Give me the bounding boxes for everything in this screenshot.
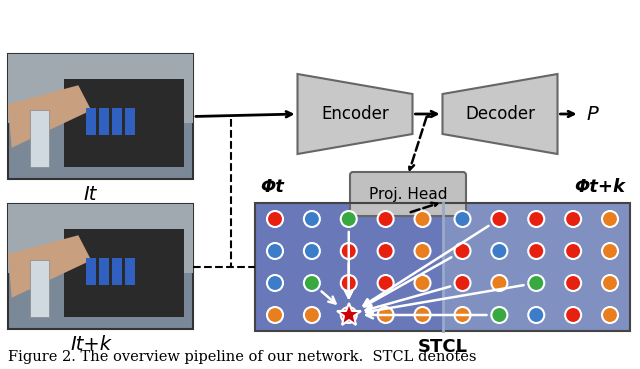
Text: Φt+k: Φt+k [574,178,625,196]
Polygon shape [8,85,92,148]
Bar [8,204,193,273]
Circle shape [340,275,356,291]
Polygon shape [298,74,413,154]
Text: Decoder: Decoder [465,105,535,123]
Circle shape [340,211,356,227]
Bar [255,203,442,331]
Text: Figure 2. The overview pipeline of our network.  STCL denotes: Figure 2. The overview pipeline of our n… [8,350,477,364]
Bar [99,108,109,135]
Text: It+k: It+k [70,335,111,354]
Circle shape [565,243,581,259]
Text: It: It [84,184,97,203]
Bar [111,108,122,135]
Circle shape [304,275,320,291]
Bar [255,203,630,331]
Circle shape [454,211,470,227]
Text: Φt: Φt [260,178,284,196]
Bar [63,79,184,166]
Circle shape [415,275,431,291]
Circle shape [602,275,618,291]
FancyBboxPatch shape [350,172,466,216]
Text: Encoder: Encoder [321,105,389,123]
Text: P: P [587,104,598,124]
Circle shape [415,307,431,323]
Circle shape [378,211,394,227]
Circle shape [340,307,356,323]
Text: Proj. Head: Proj. Head [369,186,447,201]
Circle shape [565,307,581,323]
Circle shape [267,275,283,291]
Circle shape [267,211,283,227]
Bar [63,229,184,317]
Circle shape [454,307,470,323]
Circle shape [528,211,544,227]
Circle shape [602,307,618,323]
Circle shape [454,275,470,291]
Circle shape [267,307,283,323]
Circle shape [492,211,508,227]
Bar [442,203,630,331]
Bar [86,108,96,135]
Bar [111,258,122,285]
Bar [8,54,193,179]
Bar [125,258,135,285]
Polygon shape [442,74,557,154]
Circle shape [304,243,320,259]
Bar [86,258,96,285]
Circle shape [378,243,394,259]
Circle shape [602,211,618,227]
Bar [30,110,49,166]
Circle shape [454,243,470,259]
Circle shape [378,275,394,291]
Circle shape [304,307,320,323]
Circle shape [340,243,356,259]
Circle shape [267,243,283,259]
Circle shape [304,211,320,227]
Text: STCL: STCL [417,338,467,356]
Circle shape [528,275,544,291]
Polygon shape [8,235,92,298]
Circle shape [492,307,508,323]
Bar [30,260,49,317]
Circle shape [602,243,618,259]
Bar [125,108,135,135]
Circle shape [415,243,431,259]
Circle shape [492,275,508,291]
Circle shape [565,275,581,291]
Circle shape [528,307,544,323]
Bar [8,204,193,329]
Circle shape [492,243,508,259]
Bar [99,258,109,285]
Circle shape [565,211,581,227]
Circle shape [528,243,544,259]
Bar [8,54,193,123]
Circle shape [378,307,394,323]
Circle shape [415,211,431,227]
